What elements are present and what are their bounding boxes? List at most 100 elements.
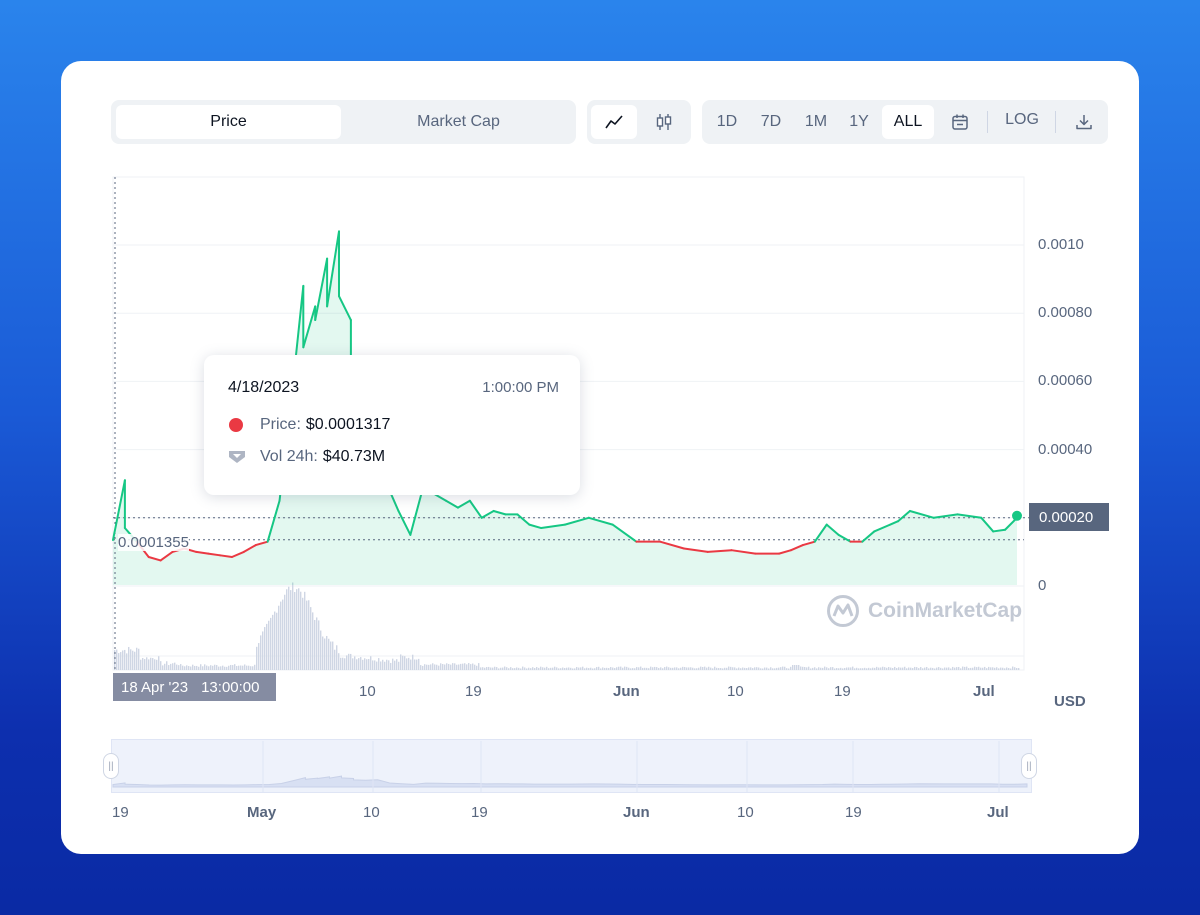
volume-bar: [804, 666, 806, 670]
volume-bar: [888, 667, 890, 670]
range-7d[interactable]: 7D: [760, 113, 782, 130]
x-tick-label: 10: [727, 683, 744, 700]
volume-bar: [172, 663, 174, 670]
volume-bar: [534, 668, 536, 670]
volume-bar: [904, 666, 906, 670]
volume-bar: [290, 590, 292, 670]
volume-bar: [842, 668, 844, 670]
volume-bar: [914, 666, 916, 670]
volume-bar: [412, 654, 414, 670]
volume-bar: [784, 666, 786, 670]
volume-bar: [822, 667, 824, 670]
volume-bar: [394, 660, 396, 670]
volume-bar: [280, 601, 282, 670]
volume-bar: [272, 614, 274, 670]
volume-bar: [662, 668, 664, 670]
volume-bar: [516, 667, 518, 670]
volume-bar: [460, 663, 462, 670]
price-segment: [445, 499, 459, 509]
volume-bar: [210, 665, 212, 670]
candlestick-button[interactable]: [641, 105, 687, 139]
volume-bar: [676, 667, 678, 670]
volume-bar: [716, 667, 718, 670]
tab-market-cap[interactable]: Market Cap: [417, 113, 500, 130]
volume-bar: [378, 658, 380, 670]
volume-bar: [666, 666, 668, 670]
volume-bar: [768, 668, 770, 670]
volume-bar: [386, 659, 388, 670]
volume-bar: [478, 663, 480, 670]
volume-bar: [812, 667, 814, 670]
volume-bar: [628, 667, 630, 670]
volume-bar: [418, 658, 420, 670]
range-selector: 1D 7D 1M 1Y ALL LOG: [702, 100, 1108, 144]
volume-bar: [764, 667, 766, 670]
volume-bar: [572, 668, 574, 670]
y-tick-label: 0.0010: [1038, 236, 1084, 253]
volume-bar: [532, 667, 534, 670]
volume-bar: [310, 607, 312, 670]
volume-bar: [230, 664, 232, 670]
price-marketcap-toggle: Price Market Cap: [111, 100, 576, 144]
y-tick-label: 0.00040: [1038, 441, 1093, 458]
price-tooltip: 4/18/2023 1:00:00 PM Price: $0.0001317 V…: [204, 355, 580, 495]
volume-bar: [680, 667, 682, 670]
start-price-label: 0.0001355: [118, 534, 189, 551]
volume-bar: [968, 668, 970, 670]
volume-bar: [830, 667, 832, 670]
volume-bar: [220, 666, 222, 670]
tab-price[interactable]: Price: [116, 105, 341, 139]
x-tick-label: 10: [359, 683, 376, 700]
volume-bar: [796, 665, 798, 670]
crosshair-date: 18 Apr '23: [121, 678, 189, 696]
range-1y[interactable]: 1Y: [849, 113, 869, 130]
volume-bar: [294, 592, 296, 670]
volume-bar: [988, 666, 990, 670]
volume-bar: [284, 594, 286, 670]
calendar-button[interactable]: [942, 105, 978, 139]
volume-bar: [278, 605, 280, 670]
volume-bar: [178, 665, 180, 670]
volume-bar: [884, 667, 886, 670]
volume-bar: [1008, 668, 1010, 670]
volume-bar: [512, 668, 514, 670]
volume-bar: [950, 668, 952, 670]
range-1m[interactable]: 1M: [804, 113, 828, 130]
volume-bar: [928, 668, 930, 670]
volume-bar: [898, 667, 900, 670]
price-segment: [147, 556, 162, 562]
download-button[interactable]: [1066, 105, 1102, 139]
volume-bar: [994, 667, 996, 670]
price-segment: [540, 523, 566, 530]
volume-bar: [704, 666, 706, 670]
volume-bar: [794, 665, 796, 670]
range-1d[interactable]: 1D: [716, 113, 738, 130]
volume-bar: [580, 667, 582, 670]
volume-bar: [346, 655, 348, 670]
volume-bar: [692, 667, 694, 670]
volume-bar: [912, 668, 914, 670]
volume-bar: [690, 667, 692, 670]
volume-bar: [754, 667, 756, 670]
volume-bar: [362, 659, 364, 670]
log-scale-toggle[interactable]: LOG: [1005, 111, 1039, 128]
navigator-right-handle[interactable]: ||: [1021, 753, 1037, 779]
volume-bar: [454, 663, 456, 670]
price-segment: [861, 530, 876, 543]
crosshair-time: 13:00:00: [201, 678, 260, 696]
line-chart-button[interactable]: [591, 105, 637, 139]
navigator-left-handle[interactable]: ||: [103, 753, 119, 779]
volume-bar: [114, 650, 116, 670]
y-tick-label: 0.00060: [1038, 372, 1093, 389]
volume-bar: [160, 661, 162, 670]
volume-bar: [838, 668, 840, 670]
volume-bar: [450, 664, 452, 670]
price-segment: [397, 509, 412, 536]
volume-bar: [422, 665, 424, 670]
volume-bar: [864, 667, 866, 670]
range-all[interactable]: ALL: [882, 105, 934, 139]
volume-bar: [620, 666, 622, 670]
price-segment: [314, 257, 329, 322]
volume-bar: [536, 667, 538, 670]
line-chart-icon: [605, 115, 623, 129]
